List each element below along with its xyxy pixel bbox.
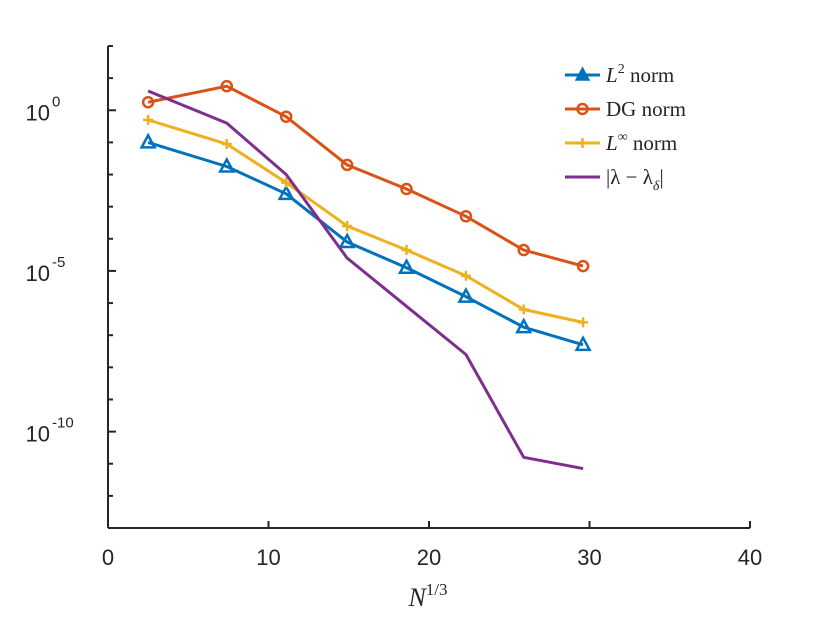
triangle-marker <box>338 232 356 249</box>
plus-marker <box>221 139 232 150</box>
x-tick-label: 20 <box>417 545 441 570</box>
y-tick-label-base: 10 <box>26 422 50 447</box>
legend-item: L∞ norm <box>565 130 677 155</box>
legend-circle-marker <box>576 102 589 116</box>
legend-triangle-marker <box>574 66 591 81</box>
legend-label-superscript: ∞ <box>618 130 628 145</box>
legend-label-subscript: δ <box>653 179 660 194</box>
triangle-marker <box>397 258 416 274</box>
legend-label: L∞ norm <box>605 130 677 155</box>
series-2 <box>143 114 589 328</box>
circle-marker <box>517 243 530 257</box>
y-tick-label-exponent: 0 <box>52 93 60 110</box>
triangle-marker <box>139 132 157 149</box>
series-line <box>147 118 584 324</box>
plus-marker <box>460 270 471 281</box>
x-tick-label: 30 <box>577 545 601 570</box>
x-tick-label: 40 <box>738 545 762 570</box>
circle-marker <box>141 95 155 109</box>
y-tick-label-exponent: -5 <box>52 254 65 271</box>
legend-item: |λ − λδ| <box>565 165 664 194</box>
circle-marker <box>459 210 473 223</box>
x-ticks: 0 10 20 30 40 <box>102 521 762 570</box>
circle-marker <box>220 79 234 93</box>
triangle-marker <box>218 156 236 173</box>
legend-label: |λ − λδ| <box>606 165 664 194</box>
plus-marker <box>518 304 529 315</box>
x-axis-label-base: N <box>407 583 427 612</box>
x-axis-label-exponent: 1/3 <box>426 580 448 599</box>
legend-label-suffix: norm <box>628 131 678 155</box>
legend-label-main: DG norm <box>606 97 686 121</box>
series-line <box>147 84 584 268</box>
plus-marker <box>578 317 589 328</box>
x-axis-label: N1/3 <box>407 580 447 612</box>
legend-label: DG norm <box>606 97 686 121</box>
series-0 <box>139 132 592 352</box>
series-group <box>139 79 592 471</box>
legend-label-suffix: | <box>659 165 663 189</box>
legend-label-superscript: 2 <box>618 62 625 77</box>
y-tick-label-base: 10 <box>26 100 50 125</box>
triangle-marker <box>515 317 533 334</box>
series-3 <box>147 89 584 471</box>
y-tick-label-base: 10 <box>26 261 50 286</box>
legend-item: L2 norm <box>565 62 674 87</box>
series-1 <box>141 79 590 273</box>
x-axis-label-text: N1/3 <box>407 580 447 612</box>
circle-marker <box>279 110 293 123</box>
series-line <box>147 89 584 471</box>
legend-label-main: |λ − λ <box>606 165 654 189</box>
x-tick-label: 0 <box>102 545 114 570</box>
legend-plus-marker <box>577 138 588 148</box>
legend-label-main: L <box>605 63 618 87</box>
plus-marker <box>143 114 154 125</box>
triangle-marker <box>457 287 475 303</box>
legend-label-main: L <box>605 131 618 155</box>
legend-label: L2 norm <box>605 62 674 87</box>
series-line <box>147 140 584 347</box>
plus-marker <box>342 220 353 231</box>
circle-marker <box>400 182 413 196</box>
x-tick-label: 10 <box>256 545 280 570</box>
legend-item: DG norm <box>565 97 686 121</box>
plus-marker <box>281 177 292 188</box>
triangle-marker <box>277 184 295 201</box>
y-tick-label-exponent: -10 <box>52 415 74 432</box>
plus-marker <box>401 245 412 256</box>
triangle-marker <box>574 335 592 352</box>
legend-label-suffix: norm <box>625 63 675 87</box>
circle-marker <box>340 158 354 172</box>
circle-marker <box>576 259 590 273</box>
